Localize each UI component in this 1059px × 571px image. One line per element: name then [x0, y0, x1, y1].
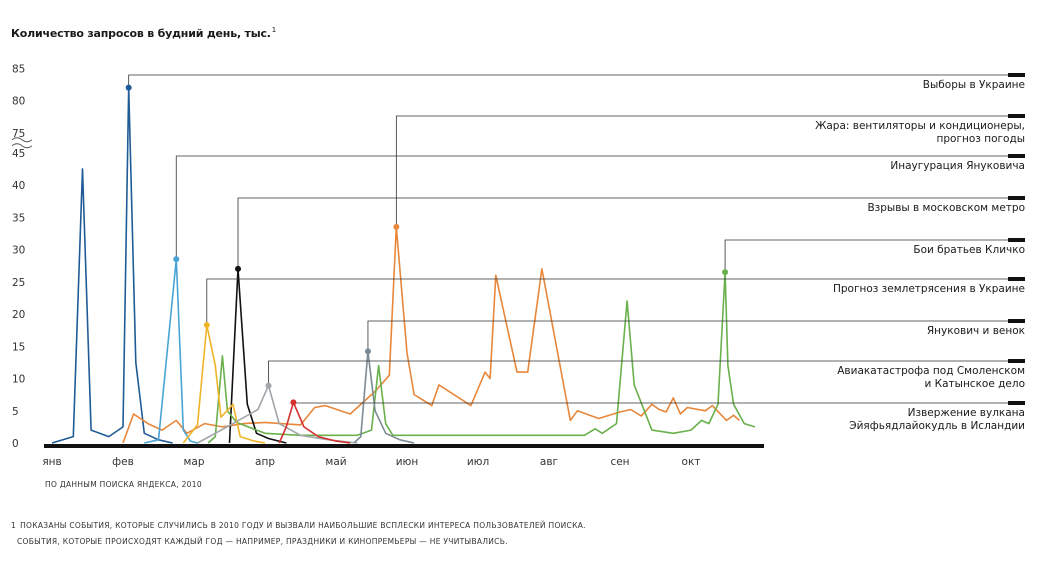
event-label: Бои братьев Кличко	[913, 244, 1025, 256]
x-tick-label: июн	[396, 456, 419, 468]
leader-line	[268, 360, 1025, 386]
peak-marker	[265, 382, 272, 389]
event-label: Взрывы в московском метро	[867, 202, 1025, 214]
event-label: Янукович и венок	[927, 325, 1025, 337]
title-footnote-mark: 1	[271, 26, 277, 34]
series-line-8	[278, 401, 351, 444]
y-tick-label: 45	[12, 148, 25, 160]
leader-end-mark	[1008, 319, 1025, 323]
y-axis-ticks: 0 5 10 15 20 25 30 35 40 45 75 80 85	[12, 63, 25, 450]
leader-line	[367, 320, 1025, 352]
y-tick-label: 5	[12, 406, 19, 418]
y-tick-label: 40	[12, 180, 25, 192]
footnote-line-1: 1 ПОКАЗАНЫ СОБЫТИЯ, КОТОРЫЕ СЛУЧИЛИСЬ В 2…	[11, 521, 586, 530]
series-line-2	[144, 258, 198, 444]
x-tick-label: окт	[682, 456, 701, 468]
y-tick-label: 20	[12, 309, 25, 321]
x-tick-label: янв	[42, 456, 61, 468]
footnote-number: 1	[11, 521, 17, 530]
series-line-6	[353, 350, 415, 444]
leader-end-mark	[1008, 114, 1025, 118]
x-tick-label: май	[325, 456, 346, 468]
leader-line	[206, 278, 1025, 325]
event-label: Жара: вентиляторы и кондиционеры, прогноз…	[815, 120, 1025, 145]
x-axis-line	[44, 444, 764, 448]
leader-line	[293, 402, 1025, 404]
leader-line	[237, 197, 1025, 269]
peak-marker	[722, 269, 729, 276]
y-tick-label: 10	[12, 374, 25, 386]
event-label: Извержение вулкана Эйяфьядлайокудль в Исл…	[849, 407, 1025, 432]
footnote-line-2: СОБЫТИЯ, КОТОРЫЕ ПРОИСХОДЯТ КАЖДЫЙ ГОД —…	[17, 537, 508, 546]
x-tick-label: апр	[255, 456, 275, 468]
series-line-4	[207, 271, 756, 444]
leader-line	[395, 115, 1025, 227]
axis-break-mark	[11, 137, 33, 143]
y-tick-label: 15	[12, 341, 25, 353]
leader-line	[175, 155, 1025, 260]
leader-end-mark	[1008, 359, 1025, 363]
leader-end-mark	[1008, 277, 1025, 281]
event-label: Инаугурация Януковича	[890, 160, 1025, 172]
y-tick-label: 75	[12, 128, 25, 140]
leader-end-mark	[1008, 73, 1025, 77]
leader-end-mark	[1008, 238, 1025, 242]
series-line-3	[228, 268, 287, 444]
leader-end-mark	[1008, 401, 1025, 405]
data-source-note: ПО ДАННЫМ ПОИСКА ЯНДЕКСА, 2010	[45, 480, 202, 489]
x-tick-label: авг	[540, 456, 558, 468]
y-tick-label: 25	[12, 277, 25, 289]
series-line-5	[182, 324, 266, 444]
x-tick-label: сен	[610, 456, 629, 468]
y-axis-break	[11, 137, 33, 149]
event-label: Прогноз землетрясения в Украине	[833, 283, 1025, 295]
peak-marker	[290, 399, 297, 406]
chart-title: Количество запросов в будний день, тыс.1	[11, 26, 276, 40]
leader-end-mark	[1008, 196, 1025, 200]
event-label: Выборы в Украине	[923, 79, 1025, 91]
y-tick-label: 35	[12, 212, 25, 224]
y-tick-label: 30	[12, 245, 25, 257]
series-line-1	[122, 226, 740, 444]
peak-marker	[173, 256, 180, 263]
axis-break-mark	[11, 143, 33, 149]
peak-marker	[125, 84, 132, 91]
leader-line	[724, 239, 1025, 273]
series-lines	[51, 86, 756, 444]
y-tick-label: 85	[12, 63, 25, 75]
chart-title-text: Количество запросов в будний день, тыс.	[11, 27, 271, 40]
peak-marker	[393, 223, 400, 230]
leader-end-mark	[1008, 154, 1025, 158]
y-tick-label: 0	[12, 438, 19, 450]
x-tick-label: июл	[467, 456, 489, 468]
y-tick-label: 80	[12, 96, 25, 108]
peak-marker	[235, 265, 242, 272]
x-tick-label: мар	[183, 456, 204, 468]
peak-marker	[203, 321, 210, 328]
event-callouts: Выборы в Украине Жара: вентиляторы и конд…	[125, 73, 1025, 432]
leader-line	[128, 74, 1025, 88]
x-tick-label: фев	[112, 456, 134, 468]
footnote-text-1: ПОКАЗАНЫ СОБЫТИЯ, КОТОРЫЕ СЛУЧИЛИСЬ В 20…	[20, 521, 586, 530]
peak-marker	[364, 348, 371, 355]
x-axis: янв фев мар апр май июн июл авг сен окт	[42, 444, 764, 468]
event-label: Авиакатастрофа под Смоленском и Катынское…	[837, 365, 1025, 390]
series-line-0	[51, 86, 173, 444]
